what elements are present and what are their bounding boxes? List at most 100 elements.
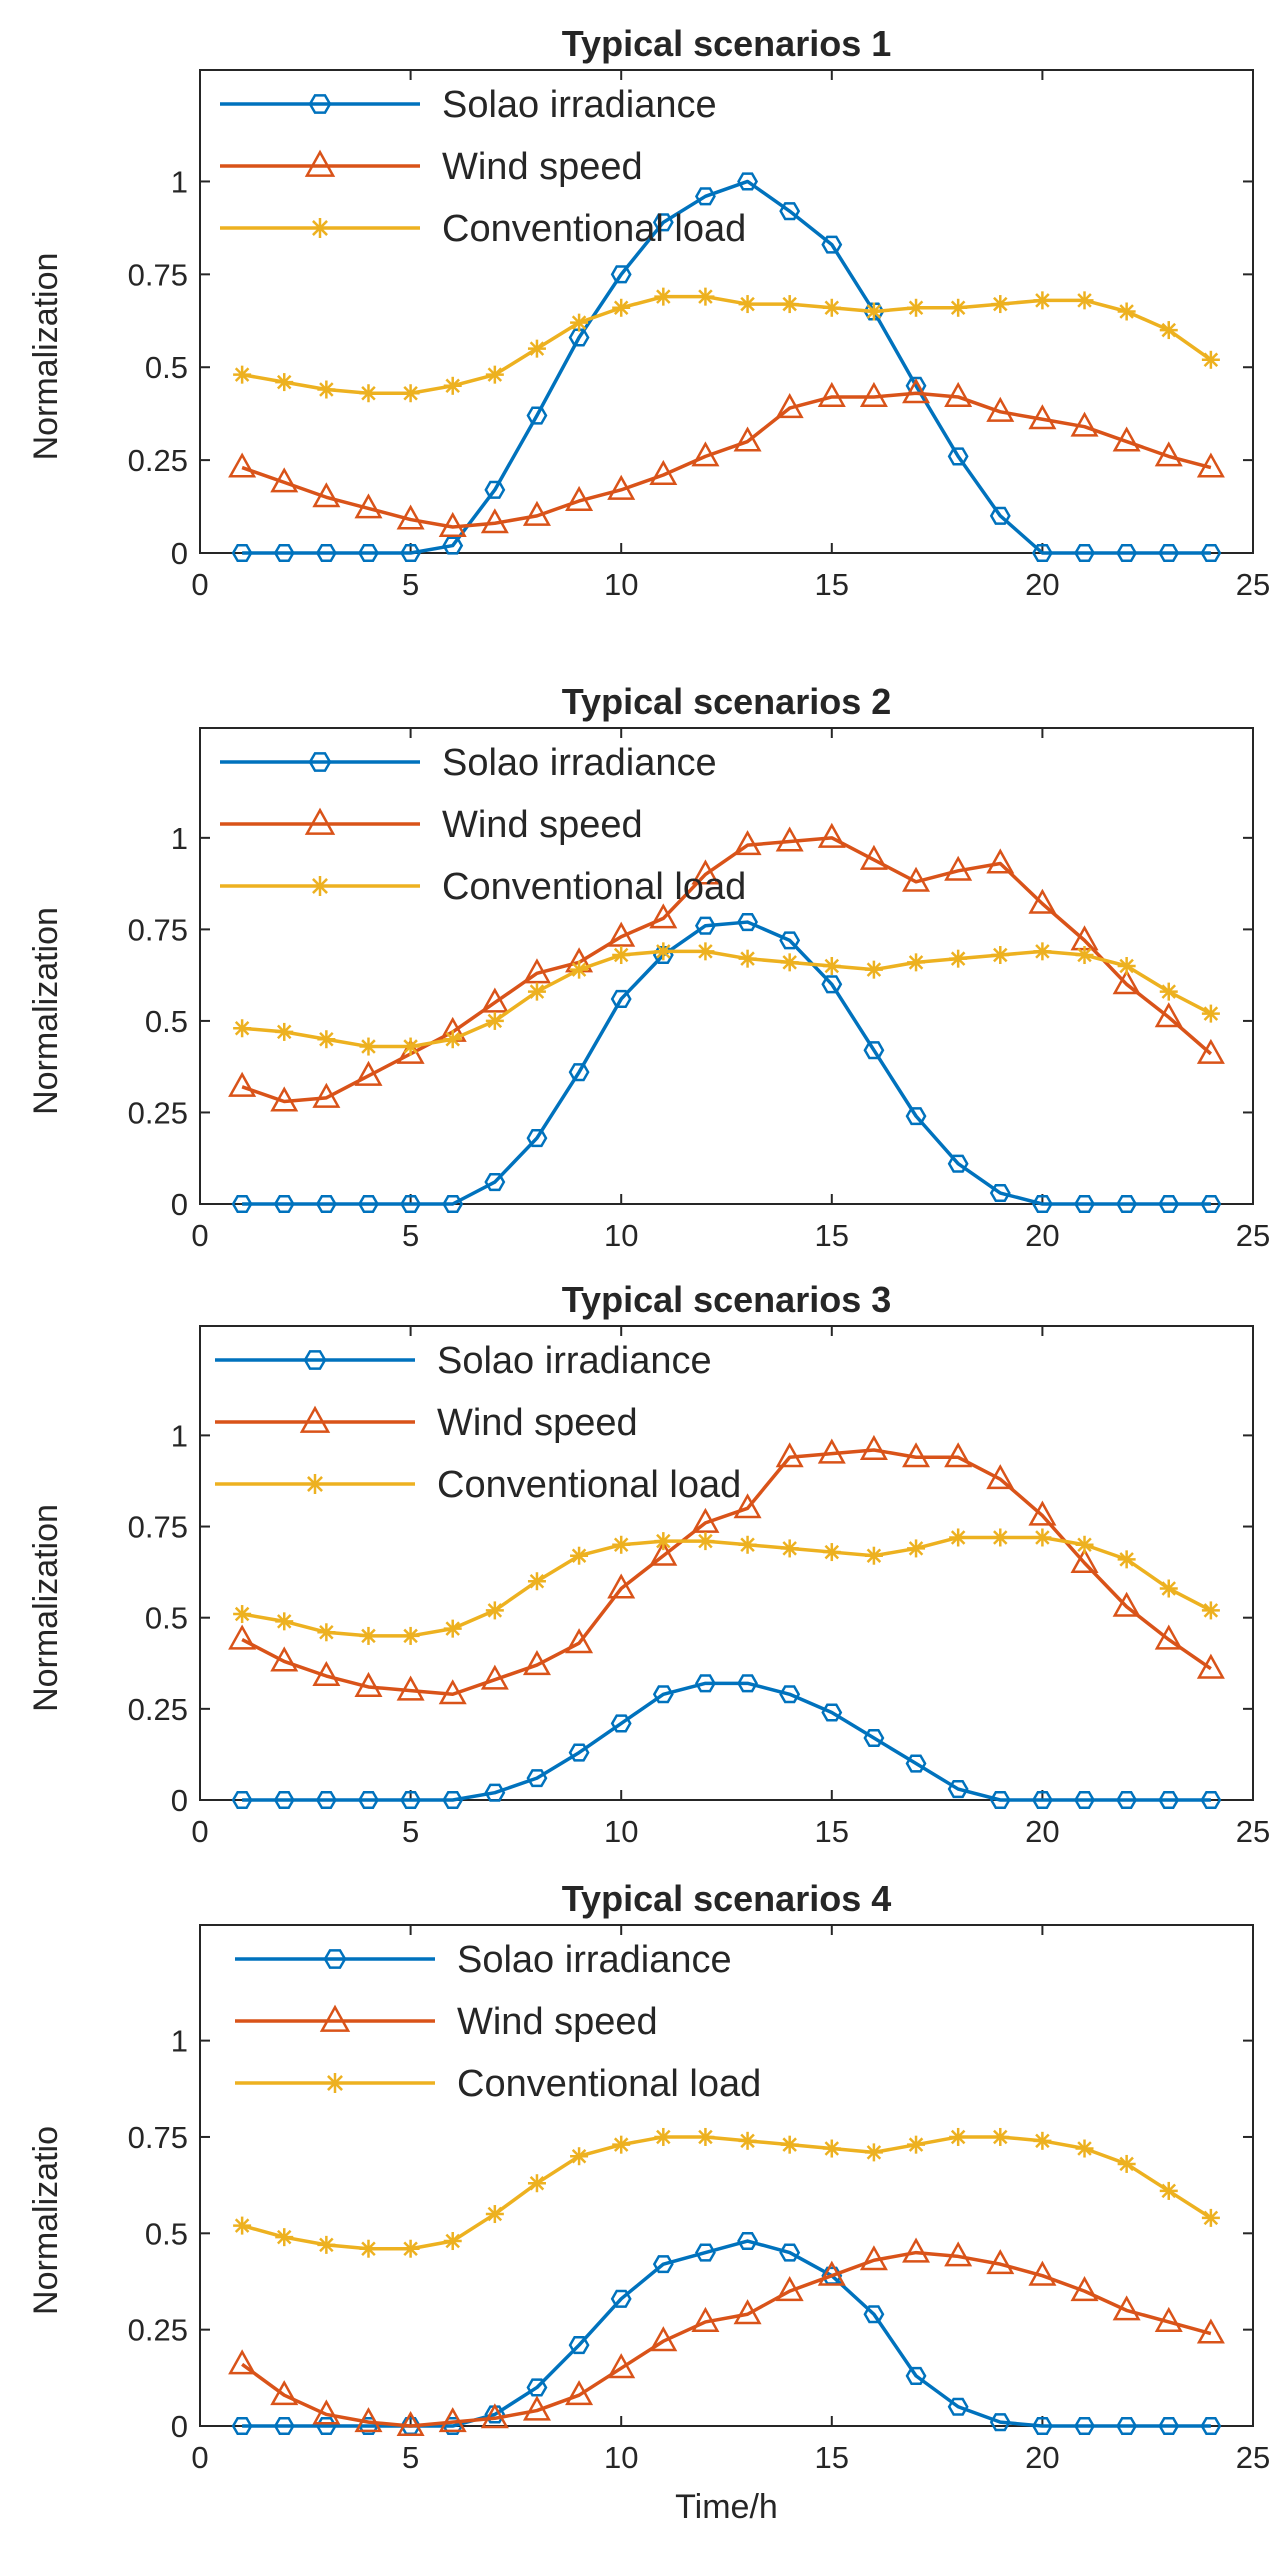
data-point <box>1070 1547 1099 1573</box>
series-line <box>241 949 1212 1049</box>
data-point <box>944 855 973 881</box>
data-point <box>485 365 504 384</box>
data-point <box>907 298 926 317</box>
data-point <box>438 1679 467 1705</box>
data-point <box>863 1041 885 1060</box>
data-point <box>779 202 801 221</box>
data-point <box>738 949 757 968</box>
data-point <box>1200 1194 1222 1214</box>
data-point <box>401 2239 420 2258</box>
series-solao-irradiance <box>231 913 1222 1214</box>
data-point <box>737 913 759 932</box>
data-point <box>989 2413 1011 2432</box>
data-point <box>1154 2306 1183 2332</box>
data-point <box>1201 1004 1220 1023</box>
series-line <box>241 391 1212 529</box>
y-tick-label: 1 <box>171 821 188 856</box>
data-point <box>275 1022 294 1041</box>
data-point <box>527 1572 546 1591</box>
data-point <box>902 1442 931 1468</box>
data-point <box>275 373 294 392</box>
legend-label: Conventional load <box>457 2063 761 2105</box>
data-point <box>780 295 799 314</box>
data-point <box>1033 942 1052 961</box>
data-point <box>400 1790 422 1810</box>
x-tick-label: 0 <box>191 1814 208 1849</box>
data-point <box>859 844 888 870</box>
x-tick-label: 10 <box>604 567 638 602</box>
legend-item: Solao irradiance <box>235 1939 732 1981</box>
data-point <box>484 480 506 499</box>
data-point <box>568 328 590 347</box>
data-point <box>522 1650 551 1676</box>
data-point <box>652 1685 674 1704</box>
data-point <box>780 1539 799 1558</box>
series-line <box>241 1535 1212 1638</box>
data-point <box>694 187 716 206</box>
data-point <box>526 1129 548 1148</box>
data-point <box>1158 1194 1180 1214</box>
y-tick-label: 1 <box>171 2024 188 2059</box>
y-axis-label: Normalizatio <box>27 2126 65 2315</box>
data-point <box>317 1030 336 1049</box>
legend-marker <box>310 218 330 238</box>
data-point <box>775 826 804 852</box>
data-point <box>944 381 973 407</box>
data-point <box>1028 1500 1057 1526</box>
series-line <box>241 2135 1212 2251</box>
series-solao-irradiance <box>231 172 1222 563</box>
data-point <box>1196 1653 1225 1679</box>
data-point <box>442 1194 464 1214</box>
data-point <box>733 1493 762 1519</box>
data-point <box>779 931 801 950</box>
data-point <box>737 172 759 191</box>
x-tick-label: 0 <box>191 567 208 602</box>
data-point <box>612 946 631 965</box>
series-wind-speed <box>228 2237 1225 2436</box>
data-point <box>902 378 931 404</box>
legend-item: Wind speed <box>235 2001 658 2043</box>
data-point <box>738 2131 757 2150</box>
y-tick-label: 0.75 <box>128 257 188 292</box>
data-point <box>694 1674 716 1693</box>
data-point <box>1075 946 1094 965</box>
data-point <box>228 2349 257 2375</box>
y-tick-label: 0.5 <box>145 1601 188 1636</box>
data-point <box>821 235 843 254</box>
data-point <box>233 2216 252 2235</box>
x-tick-label: 5 <box>402 1218 419 1253</box>
data-point <box>273 1790 295 1810</box>
legend-marker <box>308 752 332 772</box>
data-point <box>654 2127 673 2146</box>
data-point <box>400 1194 422 1214</box>
series-wind-speed <box>228 822 1225 1112</box>
y-tick-label: 1 <box>171 164 188 199</box>
data-point <box>438 511 467 537</box>
legend-marker <box>325 2073 345 2093</box>
data-point <box>944 1442 973 1468</box>
data-point <box>484 1783 506 1802</box>
legend-item: Solao irradiance <box>220 742 717 784</box>
data-point <box>822 298 841 317</box>
data-point <box>817 381 846 407</box>
legend-item: Wind speed <box>215 1402 638 1444</box>
data-point <box>565 1628 594 1654</box>
data-point <box>1031 1194 1053 1214</box>
data-point <box>396 2410 425 2436</box>
data-point <box>1196 2318 1225 2344</box>
series-conventional-load <box>233 1528 1220 1645</box>
data-point <box>859 381 888 407</box>
series-line <box>242 1681 1211 1802</box>
y-tick-label: 0 <box>171 1783 188 1818</box>
x-tick-label: 25 <box>1236 567 1270 602</box>
data-point <box>949 949 968 968</box>
data-point <box>780 953 799 972</box>
legend-label: Wind speed <box>442 146 643 188</box>
x-tick-label: 10 <box>604 2440 638 2475</box>
plot-area <box>199 727 1254 1205</box>
data-point <box>1158 2416 1180 2436</box>
data-point <box>527 339 546 358</box>
data-point <box>485 1601 504 1620</box>
data-point <box>401 1626 420 1645</box>
legend-marker <box>319 2004 351 2032</box>
